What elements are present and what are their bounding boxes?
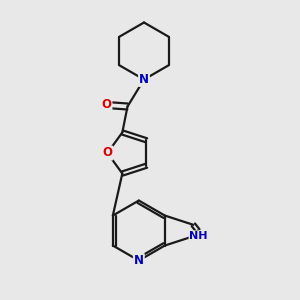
Text: N: N [139,73,149,86]
Text: NH: NH [190,231,208,241]
Text: O: O [102,146,112,160]
Text: N: N [134,254,144,267]
Text: O: O [101,98,112,112]
